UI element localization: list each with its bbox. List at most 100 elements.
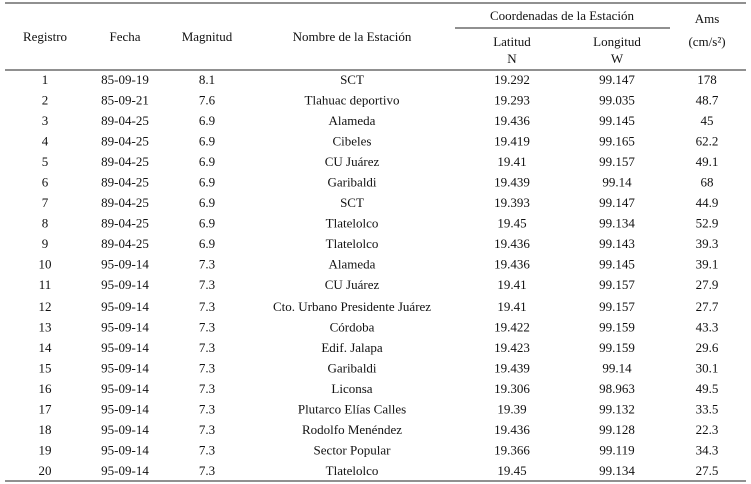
table-cell: 89-04-25	[101, 113, 149, 128]
table-cell: 6.9	[199, 113, 215, 128]
table-cell: 44.9	[696, 195, 719, 210]
table-cell: 95-09-14	[101, 401, 149, 416]
table-cell: 7.3	[199, 256, 215, 271]
table-cell: Tlatelolco	[326, 215, 379, 230]
table-cell: Garibaldi	[327, 174, 376, 189]
table-cell: 8.1	[199, 72, 215, 87]
table-cell: 1	[42, 72, 49, 87]
table-cell: 19.45	[497, 463, 526, 478]
table-cell: 19.419	[494, 133, 530, 148]
table-cell: 99.132	[599, 401, 635, 416]
table-cell: 19.41	[497, 299, 526, 314]
table-cell: 16	[39, 381, 53, 396]
table-cell: 99.165	[599, 133, 635, 148]
table-cell: 27.9	[696, 277, 719, 292]
table-cell: 19.45	[497, 215, 526, 230]
table-cell: 6.9	[199, 154, 215, 169]
table-cell: 95-09-14	[101, 319, 149, 334]
table-cell: SCT	[340, 72, 364, 87]
table-cell: 19.436	[494, 256, 530, 271]
table-cell: 7.3	[199, 360, 215, 375]
table-cell: 45	[701, 113, 714, 128]
table-cell: 18	[39, 422, 52, 437]
table-cell: 19.293	[494, 92, 530, 107]
table-cell: 98.963	[599, 381, 635, 396]
table-cell: Cibeles	[333, 133, 372, 148]
table-cell: Rodolfo Menéndez	[302, 422, 402, 437]
table-cell: 5	[42, 154, 49, 169]
table-cell: 99.035	[599, 92, 635, 107]
table-cell: Plutarco Elías Calles	[298, 401, 406, 416]
table-cell: 43.3	[696, 319, 719, 334]
table-cell: 19.41	[497, 277, 526, 292]
header-cell: Latitud	[493, 34, 531, 49]
table-cell: 9	[42, 236, 49, 251]
table-cell: 19.439	[494, 360, 530, 375]
table-cell: 19	[39, 442, 52, 457]
table-cell: 99.143	[599, 236, 635, 251]
header-cell: Ams	[695, 11, 720, 26]
table-cell: 13	[39, 319, 52, 334]
table-cell: 99.145	[599, 256, 635, 271]
table-cell: 89-04-25	[101, 174, 149, 189]
table-cell: 7.3	[199, 299, 215, 314]
table-cell: Garibaldi	[327, 360, 376, 375]
table-cell: 49.5	[696, 381, 719, 396]
table-cell: 15	[39, 360, 52, 375]
table-cell: 14	[39, 340, 53, 355]
table-cell: 178	[697, 72, 717, 87]
table-cell: 6.9	[199, 195, 215, 210]
table-cell: 4	[42, 133, 49, 148]
header-cell: Nombre de la Estación	[293, 29, 412, 44]
table-cell: 99.119	[599, 442, 634, 457]
table-cell: 34.3	[696, 442, 719, 457]
table-cell: 85-09-21	[101, 92, 149, 107]
header-cell: Fecha	[109, 29, 140, 44]
table-cell: 99.147	[599, 195, 635, 210]
table-cell: 89-04-25	[101, 154, 149, 169]
table-cell: 19.423	[494, 340, 530, 355]
table-cell: 99.159	[599, 319, 635, 334]
table-cell: 12	[39, 299, 52, 314]
table-cell: 19.366	[494, 442, 530, 457]
table-cell: 19.436	[494, 422, 530, 437]
table-cell: 6.9	[199, 236, 215, 251]
table-cell: 7.3	[199, 401, 215, 416]
table-cell: Tlatelolco	[326, 463, 379, 478]
table-cell: 68	[701, 174, 714, 189]
table-cell: 99.128	[599, 422, 635, 437]
table-cell: 33.5	[696, 401, 719, 416]
table-cell: 19.39	[497, 401, 526, 416]
table-cell: 49.1	[696, 154, 719, 169]
table-cell: 95-09-14	[101, 463, 149, 478]
table-cell: 7.3	[199, 319, 215, 334]
table-cell: 11	[39, 277, 52, 292]
table-cell: 19.393	[494, 195, 530, 210]
header-cell: W	[611, 51, 624, 66]
table-cell: 19.436	[494, 236, 530, 251]
table-cell: 30.1	[696, 360, 719, 375]
table-cell: CU Juárez	[325, 277, 380, 292]
table-cell: 99.14	[602, 360, 632, 375]
table-cell: 95-09-14	[101, 422, 149, 437]
table-cell: 7.3	[199, 340, 215, 355]
table-cell: 3	[42, 113, 49, 128]
table-cell: 99.157	[599, 277, 635, 292]
table-cell: 27.7	[696, 299, 719, 314]
table-cell: 2	[42, 92, 49, 107]
table-cell: 20	[39, 463, 52, 478]
table-cell: 7.3	[199, 422, 215, 437]
table-cell: 95-09-14	[101, 360, 149, 375]
table-cell: Edif. Jalapa	[321, 340, 383, 355]
table-cell: 62.2	[696, 133, 719, 148]
header-cell: Coordenadas de la Estación	[490, 8, 635, 23]
table-cell: Tlahuac deportivo	[305, 92, 400, 107]
table-cell: Alameda	[329, 113, 376, 128]
table-cell: CU Juárez	[325, 154, 380, 169]
table-cell: 99.145	[599, 113, 635, 128]
table-cell: 19.439	[494, 174, 530, 189]
table-cell: 19.306	[494, 381, 530, 396]
table-cell: 89-04-25	[101, 236, 149, 251]
table-cell: 17	[39, 401, 53, 416]
